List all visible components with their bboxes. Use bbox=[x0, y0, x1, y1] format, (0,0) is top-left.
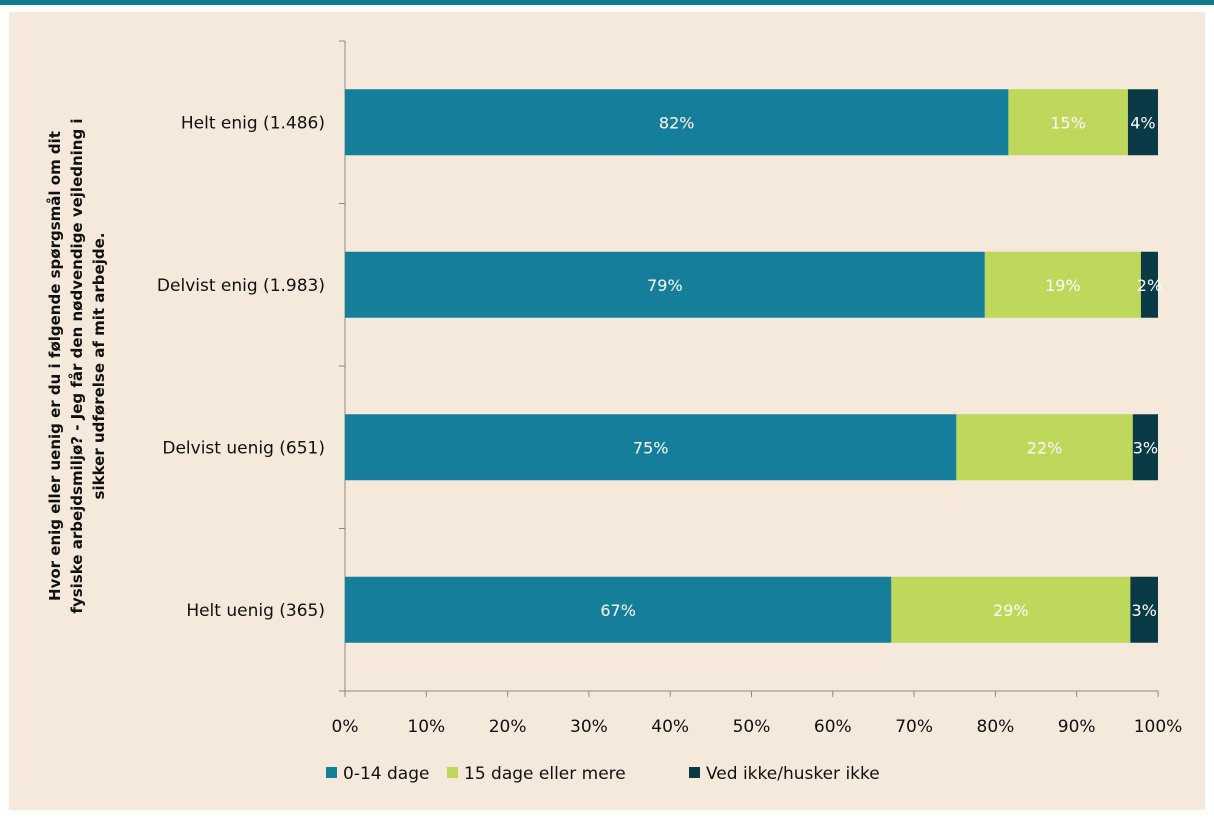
x-tick-label: 70% bbox=[895, 717, 933, 737]
y-axis-title-line: Hvor enig eller uenig er du i følgende s… bbox=[46, 131, 64, 601]
data-label: 4% bbox=[1130, 113, 1155, 132]
x-tick-label: 50% bbox=[733, 717, 771, 737]
bar-segment bbox=[345, 89, 1009, 156]
legend-swatch bbox=[326, 767, 337, 778]
x-tick-label: 30% bbox=[570, 717, 608, 737]
data-label: 79% bbox=[647, 276, 683, 295]
category-label: Delvist enig (1.983) bbox=[157, 276, 325, 296]
x-tick-label: 90% bbox=[1058, 717, 1096, 737]
data-label: 3% bbox=[1133, 438, 1158, 457]
y-axis-title: Hvor enig eller uenig er du i følgende s… bbox=[46, 118, 108, 613]
bar-segment bbox=[956, 414, 1133, 481]
x-tick-label: 10% bbox=[407, 717, 445, 737]
y-axis-title-line: sikker udførelse af mit arbejde. bbox=[90, 233, 108, 500]
bar-segment bbox=[1127, 89, 1158, 156]
data-label: 29% bbox=[993, 601, 1029, 620]
legend-label: Ved ikke/husker ikke bbox=[706, 764, 880, 784]
legend-swatch bbox=[689, 767, 700, 778]
category-label: Helt enig (1.486) bbox=[181, 113, 325, 133]
bar-segment bbox=[984, 251, 1141, 318]
bar-segment bbox=[345, 251, 985, 318]
y-axis-title-line: fysiske arbejdsmiljø? - Jeg får den nødv… bbox=[68, 118, 86, 613]
data-label: 19% bbox=[1045, 276, 1081, 295]
x-tick-label: 40% bbox=[651, 717, 689, 737]
legend-label: 0-14 dage bbox=[343, 764, 429, 784]
category-label: Helt uenig (365) bbox=[186, 601, 325, 621]
x-tick-label: 60% bbox=[814, 717, 852, 737]
bar-segment bbox=[1130, 576, 1158, 643]
legend-label: 15 dage eller mere bbox=[464, 764, 626, 784]
bar-segment bbox=[1140, 251, 1158, 318]
legend-swatch bbox=[447, 767, 458, 778]
bar-segment bbox=[345, 414, 957, 481]
x-tick-label: 0% bbox=[332, 717, 359, 737]
category-label: Delvist uenig (651) bbox=[162, 438, 325, 458]
data-label: 67% bbox=[600, 601, 636, 620]
bar-segment bbox=[1132, 414, 1158, 481]
top-accent-bar bbox=[0, 0, 1214, 5]
x-tick-label: 20% bbox=[489, 717, 527, 737]
bar-segment bbox=[345, 576, 892, 643]
data-label: 2% bbox=[1137, 276, 1162, 295]
data-label: 3% bbox=[1131, 601, 1156, 620]
data-label: 15% bbox=[1050, 113, 1086, 132]
data-label: 22% bbox=[1027, 438, 1063, 457]
x-tick-label: 80% bbox=[977, 717, 1015, 737]
data-label: 75% bbox=[633, 438, 669, 457]
bar-segment bbox=[1008, 89, 1128, 156]
data-label: 82% bbox=[659, 113, 695, 132]
x-tick-label: 100% bbox=[1134, 717, 1183, 737]
bar-segment bbox=[891, 576, 1131, 643]
